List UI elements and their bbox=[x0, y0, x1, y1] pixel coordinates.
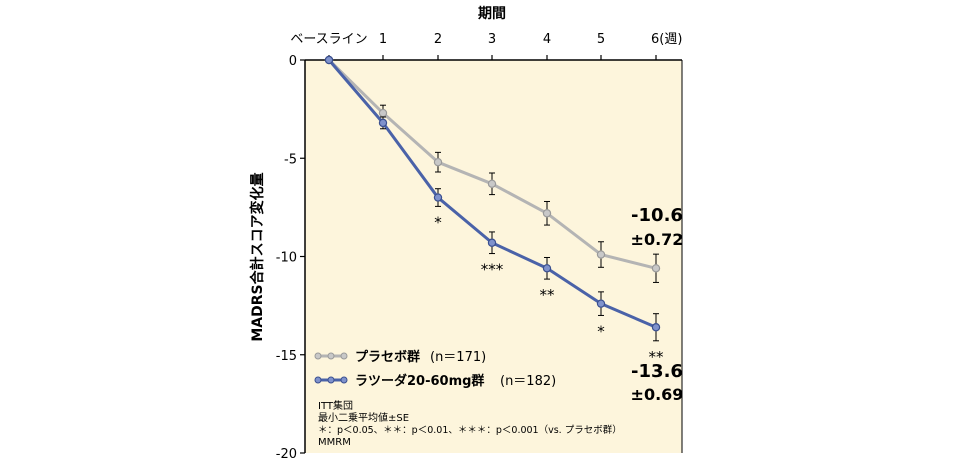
significance-marker: * bbox=[597, 322, 605, 340]
significance-marker: ** bbox=[649, 348, 665, 366]
x-tick-label: 1 bbox=[379, 32, 387, 47]
footnote-method: MMRM bbox=[318, 437, 351, 448]
y-tick-label: -15 bbox=[276, 349, 297, 364]
plot-background bbox=[305, 60, 682, 453]
legend-lurasidone-swatch-dot bbox=[314, 376, 322, 384]
footnote-population: ITT集団 bbox=[318, 399, 353, 412]
legend-placebo-swatch-dot bbox=[314, 352, 322, 360]
data-point bbox=[378, 118, 388, 128]
data-point bbox=[596, 299, 606, 308]
x-axis-title: 期間 bbox=[478, 6, 506, 22]
placebo-final-value: -10.6 bbox=[631, 205, 683, 226]
data-point bbox=[433, 193, 443, 202]
data-point bbox=[433, 157, 443, 167]
y-tick-label: -10 bbox=[276, 251, 297, 266]
x-tick-label: 6(週) bbox=[651, 32, 682, 47]
x-tick-label: 3 bbox=[488, 32, 496, 47]
lurasidone-final-value: -13.6 bbox=[631, 361, 683, 382]
data-point bbox=[651, 323, 661, 332]
data-point bbox=[651, 264, 661, 273]
footnote-statistic: 最小二乗平均値±SE bbox=[318, 411, 409, 424]
footnote-significance: ＊：p＜0.05、＊＊：p＜0.01、＊＊＊：p＜0.001（vs. プラセボ群… bbox=[318, 424, 622, 436]
y-tick-label: -5 bbox=[284, 152, 297, 167]
data-point bbox=[596, 250, 606, 259]
placebo-final-se: ±0.72 bbox=[631, 230, 684, 249]
legend-placebo-n: (n＝171) bbox=[430, 350, 486, 365]
x-tick-label: 5 bbox=[597, 32, 605, 47]
legend-placebo-label: プラセボ群 bbox=[355, 349, 420, 365]
legend-placebo-swatch-dot bbox=[327, 352, 335, 360]
data-point bbox=[487, 179, 497, 188]
legend-placebo-swatch-dot bbox=[340, 352, 348, 360]
y-tick-label: -20 bbox=[276, 447, 297, 462]
legend-lurasidone-swatch-dot bbox=[327, 376, 335, 384]
legend-lurasidone-label: ラツーダ20-60mg群 bbox=[355, 373, 484, 389]
footnotes: ITT集団 最小二乗平均値±SE ＊：p＜0.05、＊＊：p＜0.01、＊＊＊：… bbox=[318, 399, 622, 448]
legend: プラセボ群 (n＝171) ラツーダ20-60mg群 (n＝182) bbox=[314, 349, 556, 389]
series-layer bbox=[324, 55, 661, 342]
legend-lurasidone-n: (n＝182) bbox=[500, 374, 556, 389]
significance-marker: * bbox=[434, 213, 442, 231]
data-point bbox=[542, 264, 552, 273]
x-tick-label: ベースライン bbox=[290, 32, 367, 47]
legend-lurasidone-swatch-dot bbox=[340, 376, 348, 384]
lurasidone-final-se: ±0.69 bbox=[631, 385, 684, 404]
y-tick-label: 0 bbox=[289, 54, 297, 69]
data-point bbox=[324, 55, 334, 65]
significance-marker: *** bbox=[481, 261, 504, 279]
axes-layer: 0 -5 -10 -15 -20 ベースライン 1 2 3 4 5 6(週) bbox=[276, 32, 683, 462]
x-tick-label: 2 bbox=[434, 32, 442, 47]
data-point bbox=[542, 209, 552, 218]
y-axis-title: MADRS合計スコア変化量 bbox=[249, 172, 266, 341]
data-point bbox=[378, 108, 388, 118]
label-layer: ********* bbox=[434, 213, 664, 365]
data-point bbox=[487, 238, 497, 247]
x-tick-label: 4 bbox=[543, 32, 551, 47]
significance-marker: ** bbox=[540, 286, 556, 304]
